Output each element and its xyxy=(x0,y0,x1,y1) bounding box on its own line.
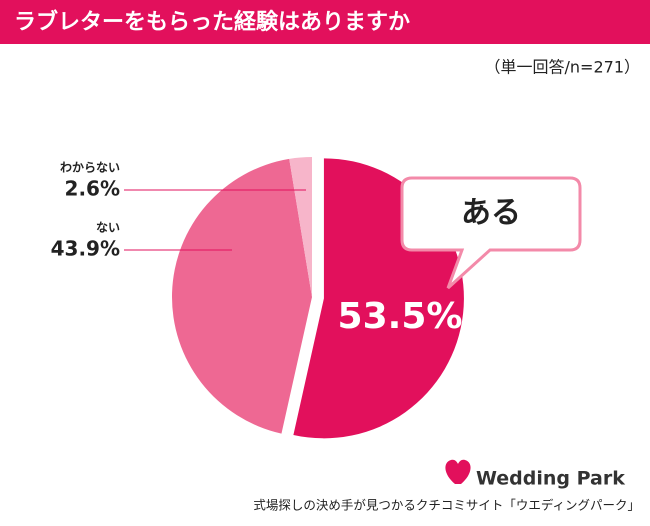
chart-title: ラブレターをもらった経験はありますか xyxy=(14,9,410,35)
pie-slice xyxy=(289,157,312,297)
value-label: 43.9% xyxy=(51,237,120,261)
category-label: ない xyxy=(96,221,120,235)
pie-slice xyxy=(172,158,312,434)
tagline: 式場探しの決め手が見つかるクチコミサイト「ウエディングパーク」 xyxy=(253,498,640,513)
category-label: ある xyxy=(461,196,521,231)
value-label: 2.6% xyxy=(65,177,120,201)
title-banner xyxy=(0,0,650,44)
category-label: わからない xyxy=(60,161,120,175)
brand-heart xyxy=(445,459,471,484)
speech-bubble xyxy=(400,176,582,290)
brand-name: Wedding Park xyxy=(476,468,625,490)
value-label: 53.5% xyxy=(338,296,463,337)
chart-subtitle: （単一回答/n=271） xyxy=(485,58,640,77)
